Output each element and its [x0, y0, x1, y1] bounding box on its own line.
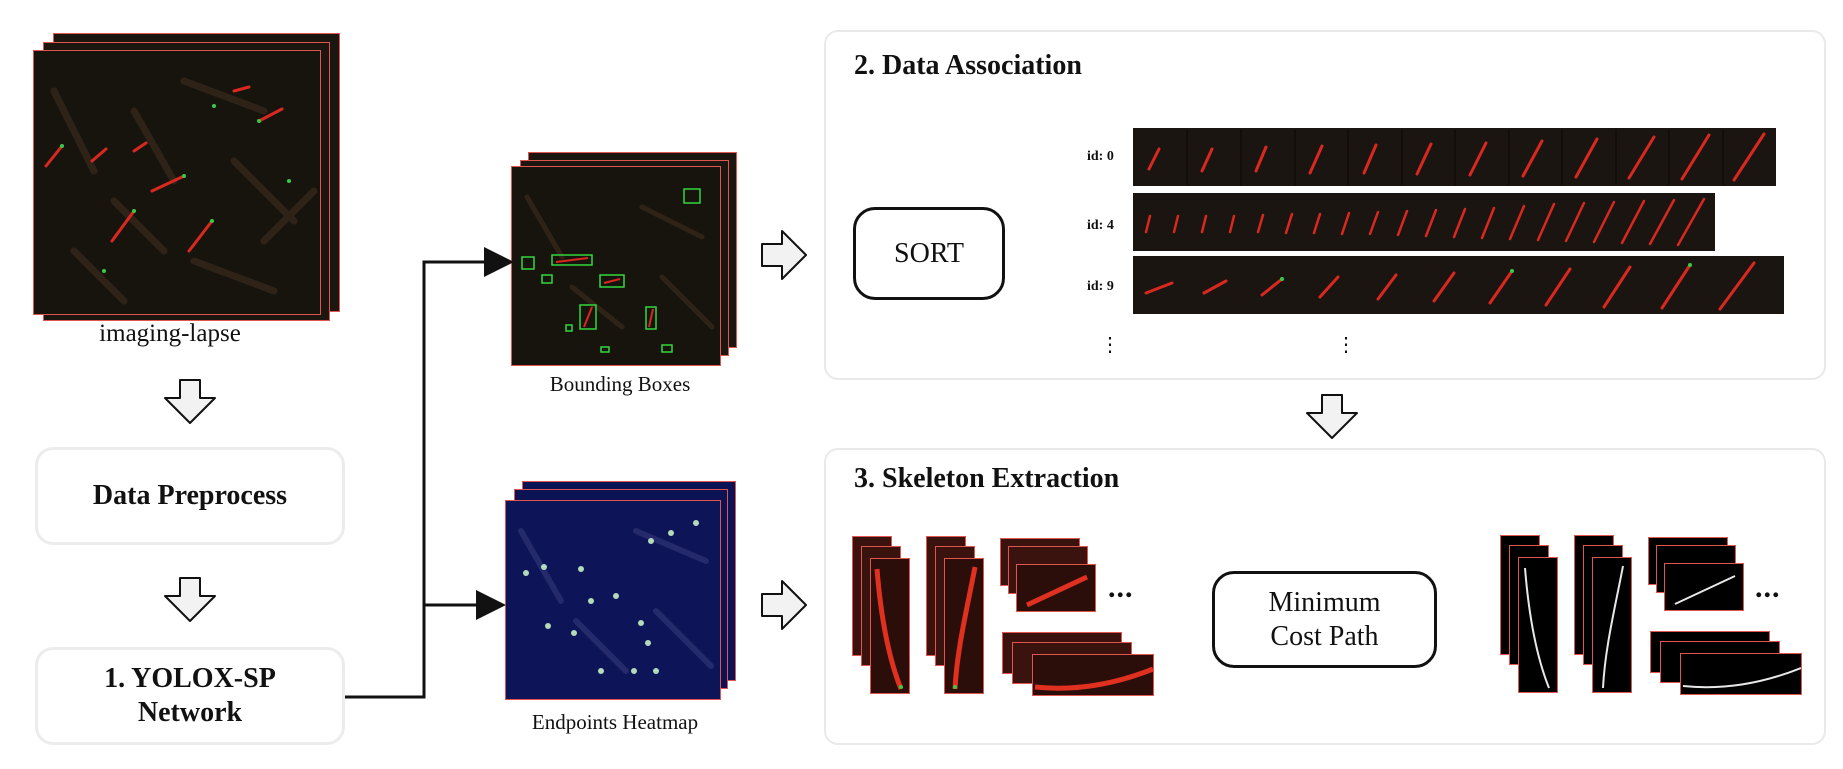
skel-tall-2-front — [1592, 557, 1632, 693]
microscopy-image — [33, 50, 321, 315]
right-arrow-heatmap-to-skeleton — [761, 580, 807, 630]
right-arrow-bbox-to-association — [761, 230, 807, 280]
track-strip-2 — [1133, 256, 1784, 314]
microscopy-cells — [44, 77, 318, 305]
more-tracks-marker-right: ⋮ — [1336, 334, 1356, 356]
network-to-outputs-connector — [345, 247, 514, 699]
track-strip-0-crops — [1147, 129, 1766, 185]
skeleton-masks-group — [1500, 535, 1805, 697]
skel-small-top-front — [1664, 563, 1744, 611]
endpoints-heatmap-label: Endpoints Heatmap — [531, 710, 699, 734]
crop-wide-bottom-front — [1032, 654, 1154, 696]
heatmap-image — [505, 500, 721, 700]
sort-label: SORT — [894, 237, 964, 269]
data-association-title: 2. Data Association — [854, 50, 1082, 81]
network-label-line1: 1. YOLOX-SP — [104, 663, 276, 694]
imaging-lapse-stack — [33, 33, 341, 321]
more-crops-marker: ... — [1108, 571, 1134, 604]
track-id-label-0: id: 0 — [1087, 149, 1114, 164]
mcp-label-line2: Cost Path — [1270, 620, 1379, 652]
data-preprocess-label: Data Preprocess — [92, 480, 288, 511]
minimum-cost-path-box: Minimum Cost Path — [1212, 571, 1437, 668]
more-skeletons-marker: ... — [1755, 571, 1781, 604]
crop-small-top-front — [1016, 564, 1096, 612]
endpoints-heatmap-stack — [505, 481, 738, 701]
bounding-boxes-label: Bounding Boxes — [549, 372, 691, 396]
skel-tall-1-front — [1518, 557, 1558, 693]
skel-wide-bottom-front — [1680, 653, 1802, 695]
yolox-sp-network-box: 1. YOLOX-SP Network — [35, 647, 345, 745]
mcp-label-line1: Minimum — [1268, 586, 1381, 618]
data-preprocess-box: Data Preprocess — [35, 447, 345, 545]
more-tracks-marker-left: ⋮ — [1100, 334, 1120, 356]
bbox-detections — [521, 188, 715, 353]
down-arrow-preprocess-to-network — [164, 577, 216, 622]
skeleton-extraction-title: 3. Skeleton Extraction — [854, 463, 1120, 494]
track-strip-0 — [1133, 128, 1776, 186]
track-strip-2-crops — [1144, 261, 1756, 311]
bounding-boxes-stack — [511, 152, 740, 366]
track-id-label-1: id: 4 — [1087, 218, 1114, 233]
network-label-line2: Network — [137, 697, 243, 728]
track-id-label-2: id: 9 — [1087, 279, 1114, 294]
heatmap-endpoints — [518, 520, 714, 674]
crop-tall-1-front — [870, 558, 910, 694]
track-strip-1 — [1133, 193, 1715, 251]
down-arrow-imaging-to-preprocess — [164, 379, 216, 424]
imaging-lapse-label: imaging-lapse — [99, 320, 241, 347]
cell-crops-group — [852, 536, 1157, 698]
down-arrow-association-to-skeleton — [1306, 394, 1358, 439]
bbox-image — [511, 166, 721, 366]
crop-tall-2-front — [944, 558, 984, 694]
sort-box: SORT — [853, 207, 1005, 300]
track-strip-1-crops — [1144, 197, 1706, 247]
